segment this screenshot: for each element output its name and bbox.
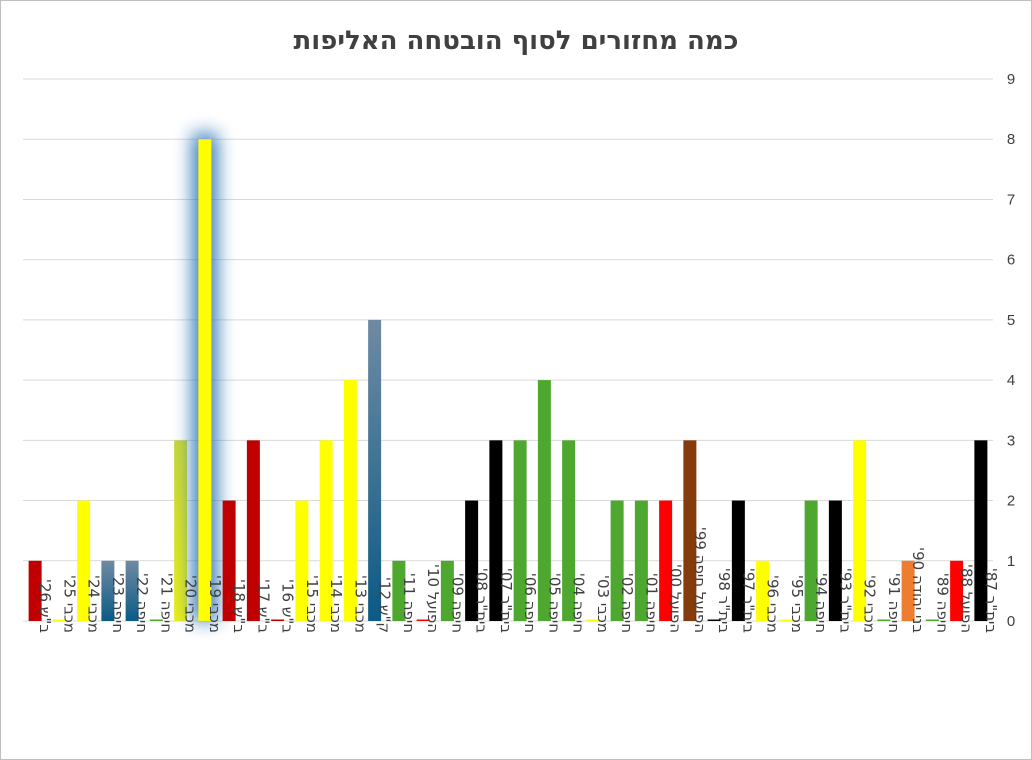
x-tick-label: בית"ר 87' xyxy=(982,568,1000,634)
x-tick-label: חיפה 09' xyxy=(448,573,466,633)
x-tick-label: הפועל 00' xyxy=(667,564,685,633)
y-tick-label: 0 xyxy=(1007,613,1015,630)
x-tick-label: מכבי 92' xyxy=(861,575,879,633)
x-tick-label: מכבי 96' xyxy=(764,575,782,633)
x-tick-label: ב"ש 18' xyxy=(230,579,248,634)
x-tick-label: חיפה 01' xyxy=(642,573,660,633)
y-tick-label: 5 xyxy=(1007,312,1015,329)
bar xyxy=(174,440,188,621)
bar xyxy=(392,560,406,621)
x-tick-label: חיפה 05' xyxy=(545,573,563,633)
bar xyxy=(634,500,648,621)
y-tick-label: 3 xyxy=(1007,432,1015,449)
y-tick-label: 4 xyxy=(1007,372,1015,389)
x-tick-label: חיפה 22' xyxy=(133,573,151,633)
x-tick-label: ב"ש 16' xyxy=(279,579,297,634)
bar xyxy=(222,500,236,621)
bar xyxy=(925,619,939,621)
bar xyxy=(368,319,382,621)
x-tick-label: הפועל 10' xyxy=(424,564,442,633)
y-axis: 0 1 2 3 4 5 6 7 8 9 xyxy=(1007,71,1015,630)
x-tick-label: חיפה 21' xyxy=(157,573,175,633)
x-axis: ב"ש 26' מכבי 25' מכבי 24' חיפה 23' חיפה 22' ח… xyxy=(36,527,1000,634)
bar xyxy=(756,560,770,621)
y-tick-label: 1 xyxy=(1007,553,1015,570)
x-tick-label: מכבי 24' xyxy=(85,575,103,633)
y-tick-label: 9 xyxy=(1007,71,1015,88)
x-tick-label: מכבי 14' xyxy=(327,575,345,633)
bar xyxy=(77,500,91,621)
bar xyxy=(562,440,576,621)
x-tick-label: חיפה 11' xyxy=(400,573,418,633)
bar xyxy=(950,560,964,621)
bar xyxy=(659,500,673,621)
bar xyxy=(198,139,212,621)
y-tick-label: 8 xyxy=(1007,131,1015,148)
x-tick-label: ק"ש 12' xyxy=(376,577,394,633)
bar xyxy=(804,500,818,621)
x-tick-label: מכבי 95' xyxy=(788,575,806,633)
x-tick-label: בית"ר 98' xyxy=(715,568,733,634)
bar xyxy=(489,440,503,621)
x-tick-label: ב"ש 17' xyxy=(254,579,272,634)
y-tick-label: 7 xyxy=(1007,191,1015,208)
bar xyxy=(901,560,915,621)
x-tick-label: בית"ר 07' xyxy=(497,568,515,634)
x-tick-label: בית"ר 93' xyxy=(836,568,854,634)
x-tick-label: חיפה 06' xyxy=(521,573,539,633)
x-tick-label: בית"ר 97' xyxy=(739,568,757,634)
bar xyxy=(974,440,988,621)
x-tick-label: ב"ש 26' xyxy=(36,579,54,634)
x-tick-label: חיפה 04' xyxy=(570,573,588,633)
bar xyxy=(731,500,745,621)
bar xyxy=(586,619,600,621)
y-tick-label: 2 xyxy=(1007,493,1015,510)
bar xyxy=(319,440,333,621)
x-tick-label: חיפה 89' xyxy=(933,573,951,633)
bar xyxy=(28,560,42,621)
x-tick-label: הפועל חיפה 99' xyxy=(691,527,709,633)
bar xyxy=(149,619,163,621)
bar xyxy=(610,500,624,621)
y-tick-label: 6 xyxy=(1007,252,1015,269)
x-tick-label: מכבי 13' xyxy=(351,575,369,633)
bar xyxy=(683,440,697,621)
bar xyxy=(513,440,527,621)
x-tick-label: מכבי 19' xyxy=(206,575,224,633)
gridlines xyxy=(23,78,993,622)
x-tick-label: בני יהודה 90' xyxy=(909,547,927,633)
x-tick-label: חיפה 23' xyxy=(109,573,127,633)
bar xyxy=(416,619,430,621)
bar xyxy=(271,619,285,621)
x-tick-label: מכבי 25' xyxy=(60,575,78,633)
x-tick-label: חיפה 02' xyxy=(618,573,636,633)
bar xyxy=(246,440,260,621)
bar xyxy=(877,619,891,621)
bar xyxy=(440,560,454,621)
bar xyxy=(537,380,551,621)
bar xyxy=(343,380,357,621)
x-tick-label: הפועל 88' xyxy=(958,564,976,633)
bar xyxy=(780,619,794,621)
bar xyxy=(853,440,867,621)
x-tick-label: מכבי 03' xyxy=(594,575,612,633)
x-tick-label: מכבי 20' xyxy=(182,575,200,633)
x-tick-label: חיפה 91' xyxy=(885,573,903,633)
bar xyxy=(101,560,115,621)
bar xyxy=(707,619,721,621)
x-tick-label: מכבי 15' xyxy=(303,575,321,633)
bar xyxy=(465,500,479,621)
chart-title: כמה מחזורים לסוף הובטחה האליפות xyxy=(294,26,739,56)
bar xyxy=(52,619,66,621)
x-tick-label: חיפה 94' xyxy=(812,573,830,633)
bars xyxy=(28,133,988,621)
x-tick-label: בית"ר 08' xyxy=(473,568,491,634)
bar xyxy=(125,560,139,621)
bar xyxy=(828,500,842,621)
bar xyxy=(295,500,309,621)
